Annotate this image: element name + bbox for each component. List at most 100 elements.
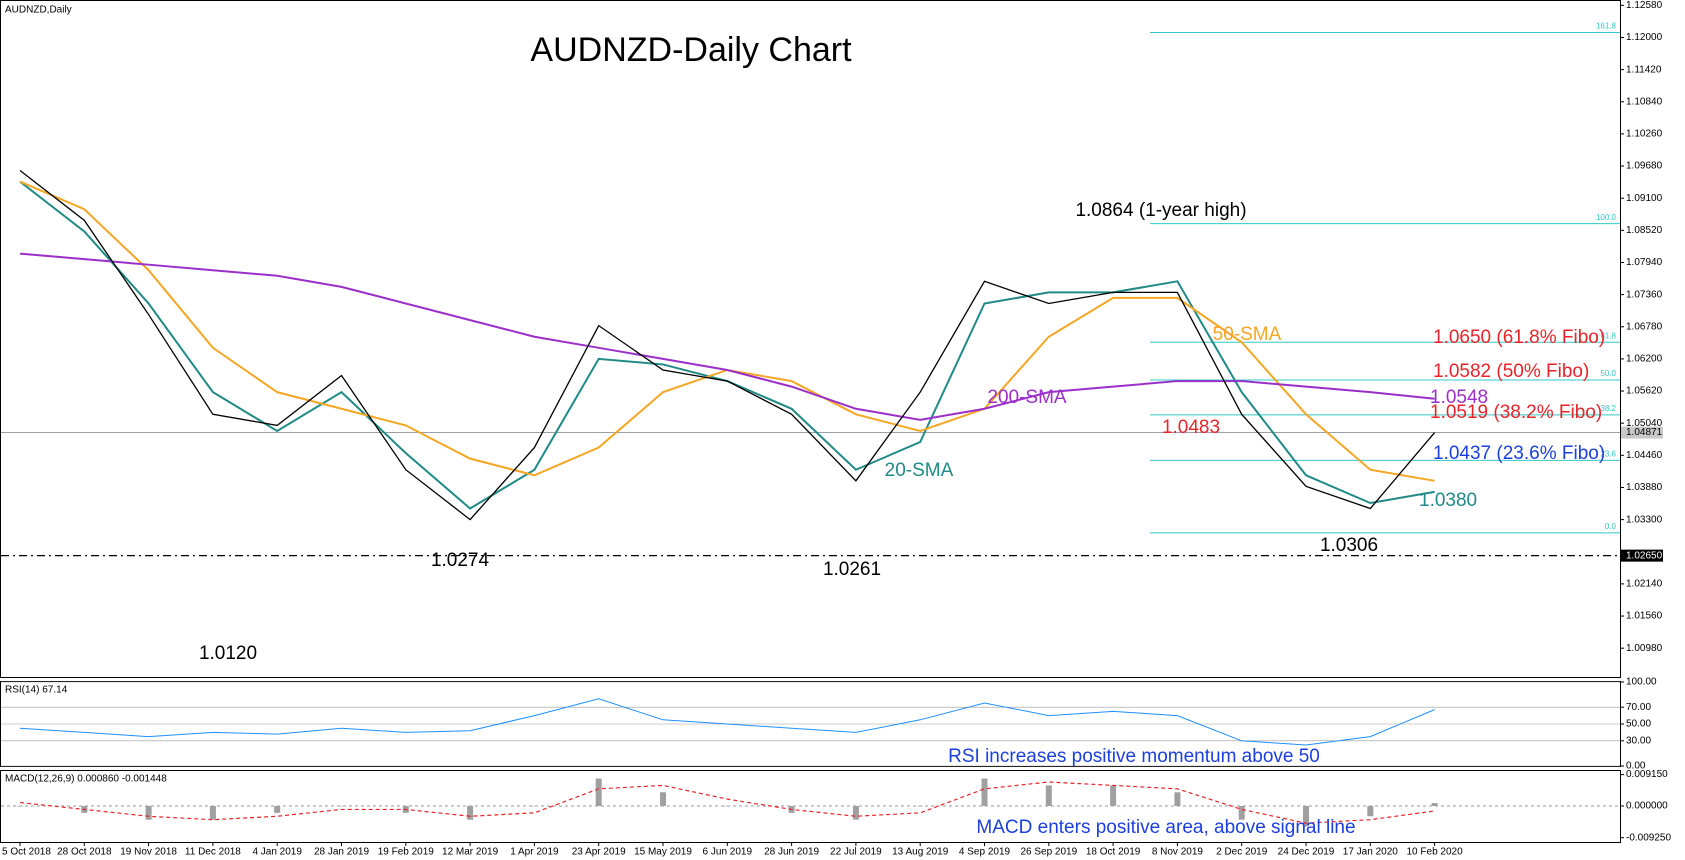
- macd-bar: [531, 805, 538, 807]
- x-tick-label: 11 Dec 2018: [185, 847, 241, 858]
- annotation: 1.0380: [1419, 490, 1477, 511]
- fibo-label: 100.0: [1596, 213, 1617, 222]
- y-tick-label: 1.04460: [1626, 450, 1663, 461]
- x-tick-label: 10 Feb 2020: [1407, 847, 1464, 858]
- main-panel: [0, 0, 1621, 678]
- fibo-label: 0.0: [1605, 522, 1617, 531]
- x-tick-label: 28 Jan 2019: [314, 847, 369, 858]
- annotation: 1.0120: [199, 643, 257, 664]
- fibo-label: 161.8: [1596, 22, 1617, 31]
- y-tick-label: 1.10840: [1626, 96, 1663, 107]
- x-tick-label: 1 Apr 2019: [510, 847, 559, 858]
- y-tick-label: 0.000000: [1626, 801, 1668, 812]
- x-tick-label: 17 Jan 2020: [1343, 847, 1398, 858]
- y-tick-label: 1.06200: [1626, 354, 1663, 365]
- macd-bar: [145, 805, 152, 820]
- x-tick-label: 2 Dec 2019: [1216, 847, 1268, 858]
- macd-bar: [660, 792, 666, 806]
- fibo-label: 50.0: [1600, 369, 1616, 378]
- macd-bar: [1431, 803, 1438, 806]
- y-tick-label: 1.01560: [1626, 611, 1663, 622]
- macd-bar: [724, 805, 731, 807]
- macd-bar: [595, 778, 602, 806]
- rsi-title: RSI(14) 67.14: [5, 685, 68, 696]
- macd-bar: [1045, 785, 1052, 806]
- annotation: 1.0261: [823, 559, 881, 580]
- macd-panel: [0, 770, 1621, 843]
- support-box: [1621, 549, 1663, 562]
- rsi-line: [19, 698, 1435, 746]
- y-tick-label: 1.11420: [1626, 64, 1662, 75]
- macd-bar: [17, 805, 23, 807]
- x-tick-label: 6 Jun 2019: [703, 847, 753, 858]
- x-tick-label: 26 Sep 2019: [1020, 847, 1077, 858]
- macd-bar: [1174, 792, 1181, 806]
- x-tick-label: 22 Jul 2019: [830, 847, 882, 858]
- y-tick-label: 30.00: [1626, 735, 1651, 746]
- sma-label: 20-SMA: [885, 460, 954, 481]
- macd-bar: [274, 805, 281, 813]
- macd-bar: [981, 778, 988, 806]
- x-tick-label: 28 Oct 2018: [57, 847, 112, 858]
- y-tick-label: 50.00: [1626, 719, 1651, 730]
- y-tick-label: 1.05040: [1626, 418, 1663, 429]
- y-tick-label: 1.07360: [1626, 289, 1663, 300]
- macd-bar: [338, 805, 345, 807]
- fibo-label: 61.8: [1600, 331, 1616, 340]
- sma-label: 200-SMA: [987, 387, 1067, 408]
- x-tick-label: 4 Sep 2019: [959, 847, 1011, 858]
- x-tick-label: 12 Mar 2019: [442, 847, 499, 858]
- y-tick-label: 1.12580: [1626, 0, 1663, 11]
- y-tick-label: 0.009150: [1626, 769, 1668, 780]
- signal-line: [19, 781, 1435, 824]
- x-tick-label: 23 Apr 2019: [572, 847, 626, 858]
- macd-bar: [209, 805, 216, 820]
- x-tick-label: 19 Feb 2019: [378, 847, 435, 858]
- y-tick-label: 1.00980: [1626, 643, 1663, 654]
- y-tick-label: 1.02140: [1626, 579, 1663, 590]
- sma-label: 50-SMA: [1213, 324, 1282, 345]
- macd-bar: [917, 805, 924, 807]
- price-box: [1621, 426, 1663, 439]
- y-tick-label: 1.08520: [1626, 225, 1663, 236]
- sma-line: [19, 252, 1435, 421]
- x-tick-label: 24 Dec 2019: [1278, 847, 1335, 858]
- y-tick-label: 0.00: [1626, 761, 1646, 772]
- symbol-label: AUDNZD,Daily: [5, 5, 72, 16]
- macd-bar: [1303, 805, 1309, 827]
- fibo-label: 38.2: [1600, 404, 1616, 413]
- y-tick-label: 1.03880: [1626, 482, 1663, 493]
- x-tick-label: 13 Aug 2019: [892, 847, 949, 858]
- x-tick-label: 18 Oct 2019: [1086, 847, 1141, 858]
- annotation: 1.0519 (38.2% Fibo): [1430, 402, 1602, 423]
- x-tick-label: 19 Nov 2018: [120, 847, 177, 858]
- fibo-label: 23.6: [1600, 449, 1616, 458]
- sma-line: [19, 180, 1435, 510]
- annotation: 1.0582 (50% Fibo): [1433, 361, 1589, 382]
- macd-bar: [467, 805, 474, 820]
- x-tick-label: 4 Jan 2019: [252, 847, 302, 858]
- annotation: 1.0483: [1162, 417, 1220, 438]
- y-tick-label: 1.07940: [1626, 257, 1663, 268]
- macd-title: MACD(12,26,9) 0.000860 -0.001448: [5, 774, 167, 785]
- support-label: 1.02650: [1626, 550, 1663, 561]
- y-tick-label: 1.03300: [1626, 514, 1663, 525]
- x-tick-label: 5 Oct 2018: [2, 847, 51, 858]
- y-tick-label: 1.09680: [1626, 161, 1663, 172]
- x-tick-label: 8 Nov 2019: [1152, 847, 1204, 858]
- y-tick-label: 1.05620: [1626, 386, 1663, 397]
- macd-bar: [1110, 785, 1117, 806]
- annotation: 1.0306: [1320, 535, 1378, 556]
- chart-title: AUDNZD-Daily Chart: [530, 31, 852, 69]
- y-tick-label: 1.12000: [1626, 32, 1663, 43]
- macd-bar: [852, 805, 859, 820]
- y-tick-label: 1.10260: [1626, 129, 1663, 140]
- y-tick-label: 1.06780: [1626, 321, 1663, 332]
- y-tick-label: 70.00: [1626, 702, 1651, 713]
- annotation: RSI increases positive momentum above 50: [948, 746, 1320, 767]
- y-tick-label: 1.09100: [1626, 193, 1663, 204]
- annotation: 1.0864 (1-year high): [1075, 200, 1246, 221]
- annotation: 1.0437 (23.6% Fibo): [1433, 443, 1605, 464]
